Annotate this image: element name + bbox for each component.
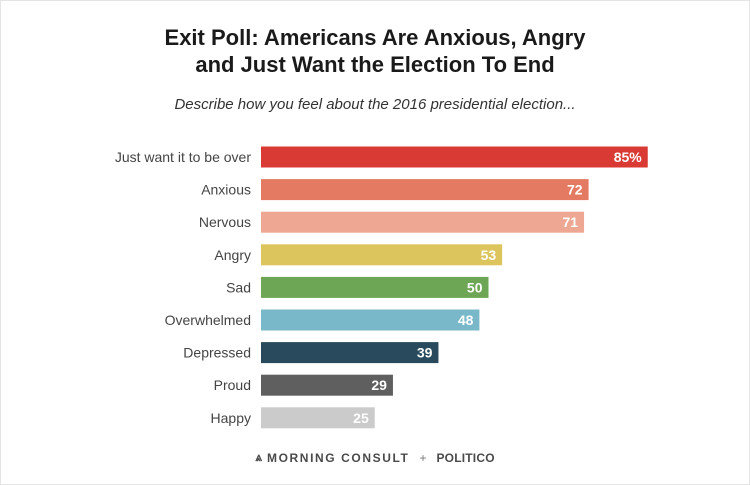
- bar-value-label: 25: [353, 410, 369, 426]
- politico-brand: POLITICO: [436, 450, 495, 465]
- morning-consult-brand: MORNING CONSULT: [267, 450, 410, 465]
- category-label: Just want it to be over: [115, 149, 252, 165]
- category-label: Angry: [214, 247, 251, 263]
- plus-separator: +: [419, 450, 427, 465]
- bar: [261, 276, 489, 298]
- bar-value-label: 39: [417, 345, 433, 361]
- category-label: Proud: [214, 377, 251, 393]
- category-label: Depressed: [183, 345, 251, 361]
- bar: [261, 179, 589, 201]
- morning-consult-logo-icon: ⩓: [255, 450, 263, 464]
- bar: [261, 146, 648, 168]
- bar-value-label: 72: [567, 182, 583, 198]
- chart-title-line-2: and Just Want the Election To End: [195, 52, 555, 77]
- bar: [261, 211, 585, 233]
- bar-value-label: 48: [458, 312, 474, 328]
- chart-subtitle: Describe how you feel about the 2016 pre…: [174, 96, 576, 113]
- bar-value-label: 71: [562, 214, 578, 230]
- category-label: Happy: [211, 410, 251, 426]
- category-label: Nervous: [199, 214, 251, 230]
- bar: [261, 342, 439, 364]
- category-label: Overwhelmed: [165, 312, 251, 328]
- footer-credits: ⩓ MORNING CONSULT + POLITICO: [0, 450, 750, 465]
- category-label: Anxious: [201, 182, 251, 198]
- bar-value-label: 53: [481, 247, 497, 263]
- bar-value-label: 29: [371, 377, 387, 393]
- chart-title-line-1: Exit Poll: Americans Are Anxious, Angry: [164, 25, 586, 50]
- chart-title: Exit Poll: Americans Are Anxious, Angry …: [0, 24, 750, 78]
- category-label: Sad: [226, 279, 251, 295]
- bar-value-label: 50: [467, 279, 483, 295]
- bar-value-label: 85%: [614, 149, 643, 165]
- bar: [261, 244, 503, 266]
- bar: [261, 407, 375, 429]
- bar: [261, 309, 480, 331]
- bar-chart: Just want it to be over 85% Anxious 72 Nervo…: [115, 146, 648, 429]
- bar: [261, 374, 393, 396]
